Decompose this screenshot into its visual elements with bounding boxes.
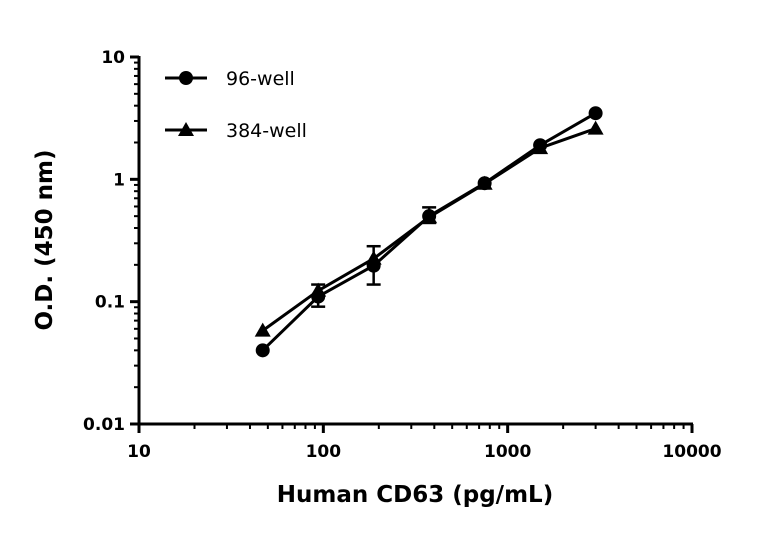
y-tick-label: 0.1 [95, 293, 125, 313]
x-tick-label: 1000 [484, 442, 531, 462]
data-point-96-well [255, 343, 270, 358]
data-point-384-well [254, 322, 271, 337]
axes [137, 56, 693, 426]
y-tick-label: 10 [101, 48, 125, 68]
data-point-384-well [310, 282, 327, 297]
x-axis-label: Human CD63 (pg/mL) [277, 482, 553, 508]
legend-label-96-well: 96-well [226, 68, 295, 90]
y-tick-label: 1 [113, 170, 125, 190]
y-tick-label: 0.01 [83, 415, 125, 435]
legend-marker-384-well [178, 122, 194, 136]
data-point-384-well [421, 209, 438, 224]
data-point-384-well [476, 175, 493, 190]
data-point-384-well [532, 140, 549, 155]
x-tick-label: 100 [306, 442, 342, 462]
legend-label-384-well: 384-well [226, 120, 307, 142]
legend: 96-well 384-well [165, 68, 307, 142]
data-point-384-well [587, 120, 604, 135]
y-axis-label: O.D. (450 nm) [32, 149, 58, 330]
ticks: 10 100 1000 10000 0.01 0.1 1 10 [83, 48, 722, 462]
data-point-96-well [588, 106, 603, 121]
x-tick-label: 10 [127, 442, 151, 462]
data-point-384-well [365, 250, 382, 265]
plot-area [254, 106, 604, 358]
x-tick-label: 10000 [662, 442, 721, 462]
legend-marker-96-well [179, 71, 193, 85]
